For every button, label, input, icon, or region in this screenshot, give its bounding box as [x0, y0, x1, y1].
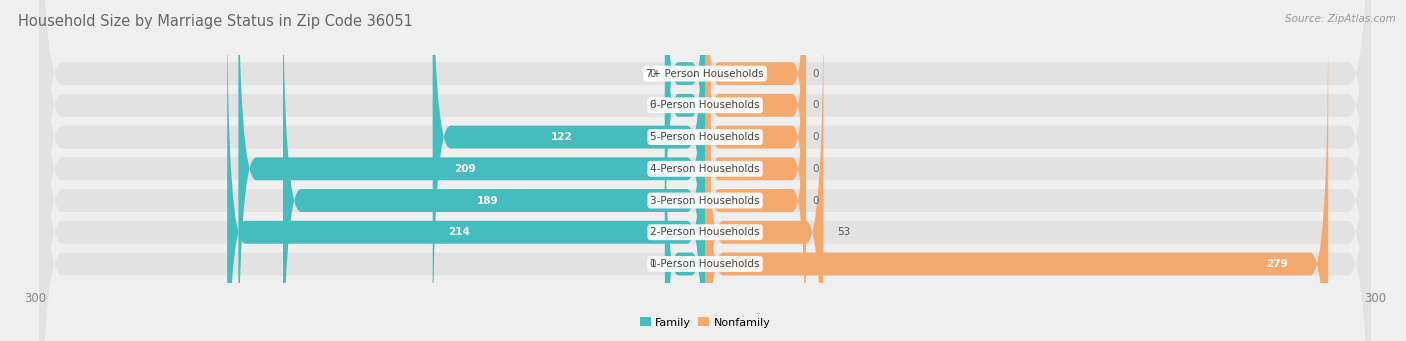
FancyBboxPatch shape [665, 85, 704, 341]
Text: 214: 214 [449, 227, 471, 237]
FancyBboxPatch shape [704, 0, 806, 284]
FancyBboxPatch shape [283, 0, 704, 341]
Text: Household Size by Marriage Status in Zip Code 36051: Household Size by Marriage Status in Zip… [18, 14, 413, 29]
Text: 0: 0 [650, 69, 657, 78]
Text: 2-Person Households: 2-Person Households [651, 227, 759, 237]
Text: 0: 0 [650, 259, 657, 269]
Text: 122: 122 [551, 132, 574, 142]
FancyBboxPatch shape [433, 0, 704, 341]
Text: 1-Person Households: 1-Person Households [651, 259, 759, 269]
Text: 7+ Person Households: 7+ Person Households [647, 69, 763, 78]
FancyBboxPatch shape [39, 0, 1371, 341]
Text: 189: 189 [477, 195, 498, 206]
FancyBboxPatch shape [39, 0, 1371, 341]
FancyBboxPatch shape [704, 21, 806, 341]
Text: 0: 0 [813, 132, 818, 142]
FancyBboxPatch shape [39, 0, 1371, 341]
Text: 3-Person Households: 3-Person Households [651, 195, 759, 206]
Text: 0: 0 [813, 195, 818, 206]
Text: 4-Person Households: 4-Person Households [651, 164, 759, 174]
FancyBboxPatch shape [39, 0, 1371, 341]
FancyBboxPatch shape [228, 0, 704, 341]
Text: 53: 53 [837, 227, 851, 237]
FancyBboxPatch shape [39, 0, 1371, 341]
Text: 0: 0 [813, 100, 818, 110]
FancyBboxPatch shape [39, 0, 1371, 341]
FancyBboxPatch shape [704, 0, 806, 316]
FancyBboxPatch shape [704, 0, 824, 341]
FancyBboxPatch shape [704, 21, 1329, 341]
Text: 0: 0 [813, 69, 818, 78]
Text: 209: 209 [454, 164, 475, 174]
FancyBboxPatch shape [239, 0, 704, 341]
Text: 0: 0 [650, 100, 657, 110]
Text: 0: 0 [813, 164, 818, 174]
Text: 6-Person Households: 6-Person Households [651, 100, 759, 110]
FancyBboxPatch shape [665, 0, 704, 253]
Text: 5-Person Households: 5-Person Households [651, 132, 759, 142]
FancyBboxPatch shape [39, 0, 1371, 341]
FancyBboxPatch shape [704, 0, 806, 253]
Legend: Family, Nonfamily: Family, Nonfamily [640, 317, 770, 328]
Text: Source: ZipAtlas.com: Source: ZipAtlas.com [1285, 14, 1396, 24]
FancyBboxPatch shape [704, 0, 806, 341]
FancyBboxPatch shape [665, 0, 704, 284]
Text: 279: 279 [1267, 259, 1288, 269]
